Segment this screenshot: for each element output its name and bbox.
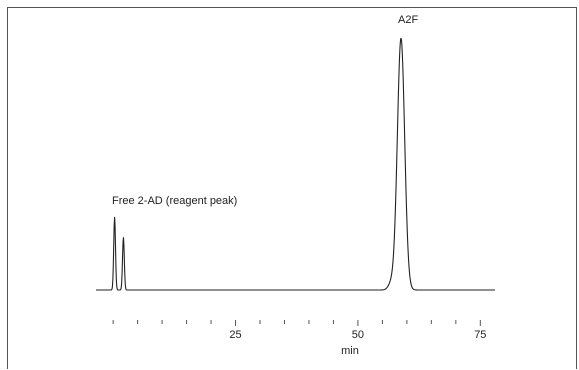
- x-axis-ticks: [112, 320, 481, 326]
- chart-frame: [7, 7, 577, 369]
- annotation-a2f: A2F: [398, 14, 418, 26]
- x-axis-label: min: [341, 345, 359, 357]
- annotation-reagent-peak: Free 2-AD (reagent peak): [112, 195, 237, 207]
- x-tick-label: 25: [229, 329, 241, 341]
- x-axis-tick-labels: 25 50 75: [229, 329, 486, 341]
- x-tick-label: 75: [474, 329, 486, 341]
- x-tick-label: 50: [352, 329, 364, 341]
- chromatogram-trace: [96, 37, 495, 291]
